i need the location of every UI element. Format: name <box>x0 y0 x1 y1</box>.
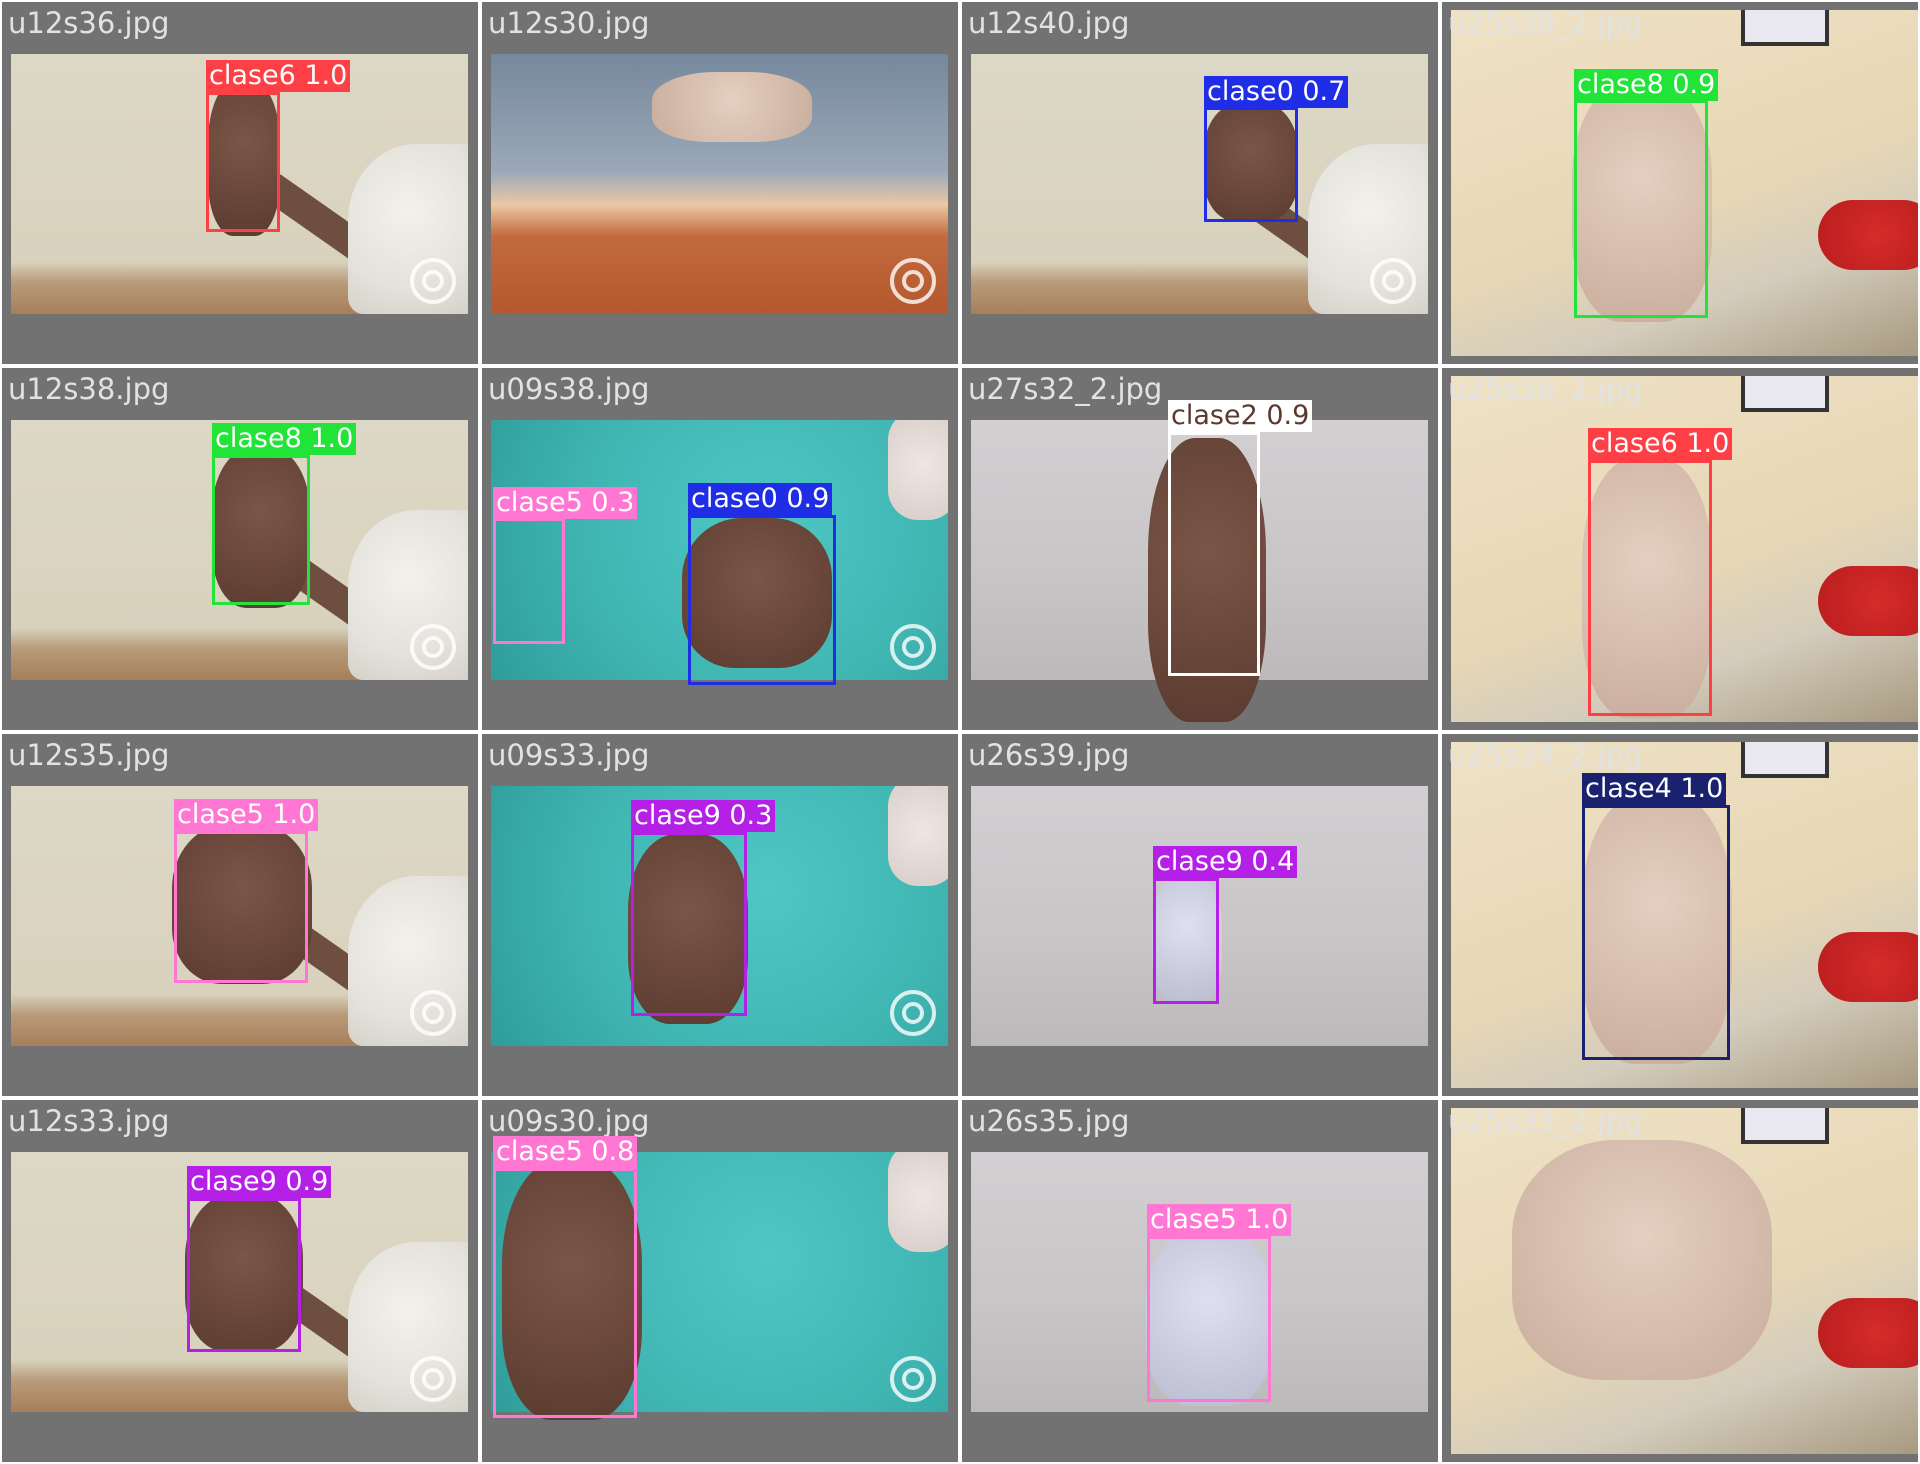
image-filename: u25s38_2.jpg <box>1448 6 1643 40</box>
detection-label: clase0 0.9 <box>688 483 833 515</box>
camera-watermark-icon <box>890 258 936 304</box>
image-filename: u25s33_2.jpg <box>1448 1104 1643 1138</box>
grid-cell: u25s38_2.jpg clase8 0.9 <box>1442 2 1918 364</box>
hand-shape <box>1204 102 1298 222</box>
pillow-shape <box>1818 932 1918 1002</box>
detection-box <box>493 1168 637 1418</box>
grid-cell: u12s35.jpg clase5 1.0 <box>2 734 478 1096</box>
hand-shape <box>628 834 748 1024</box>
grid-cell: u26s35.jpg clase5 1.0 <box>962 1100 1438 1462</box>
hand-shape <box>172 824 312 984</box>
grid-cell: u12s30.jpg <box>482 2 958 364</box>
pillow-shape <box>1818 566 1918 636</box>
detection-box <box>493 518 565 644</box>
grid-cell: u25s36_2.jpg clase6 1.0 <box>1442 368 1918 730</box>
detection-box <box>631 832 747 1016</box>
camera-watermark-icon <box>890 990 936 1036</box>
pillow-shape <box>888 786 948 886</box>
cell-photo <box>971 54 1428 314</box>
grid-cell: u25s33_2.jpg <box>1442 1100 1918 1462</box>
image-filename: u09s38.jpg <box>488 372 650 406</box>
detection-label: clase9 0.4 <box>1153 846 1298 878</box>
image-filename: u25s34_2.jpg <box>1448 738 1643 772</box>
detection-label: clase6 1.0 <box>1588 428 1733 460</box>
detection-label: clase5 1.0 <box>1147 1204 1292 1236</box>
hand-shape <box>1512 1140 1772 1380</box>
detection-box <box>1574 100 1708 318</box>
detection-box <box>174 831 308 983</box>
grid-cell: u09s38.jpg clase5 0.3 clase0 0.9 <box>482 368 958 730</box>
grid-cell: u12s40.jpg clase0 0.7 <box>962 2 1438 364</box>
image-filename: u09s30.jpg <box>488 1104 650 1138</box>
grid-cell: u12s38.jpg clase8 1.0 <box>2 368 478 730</box>
grid-cell: u27s32_2.jpg clase2 0.9 <box>962 368 1438 730</box>
detection-box <box>187 1198 301 1352</box>
grid-cell: u09s30.jpg clase5 0.8 <box>482 1100 958 1462</box>
detection-label: clase8 0.9 <box>1574 69 1719 101</box>
detection-label: clase0 0.7 <box>1204 76 1349 108</box>
grid-cell: u26s39.jpg clase9 0.4 <box>962 734 1438 1096</box>
grid-cell: u09s33.jpg clase9 0.3 <box>482 734 958 1096</box>
image-filename: u12s33.jpg <box>8 1104 170 1138</box>
detection-box <box>212 455 310 605</box>
detection-label: clase9 0.9 <box>187 1166 332 1198</box>
detection-label: clase5 1.0 <box>174 799 319 831</box>
pillow-shape <box>888 420 948 520</box>
grid-cell: u25s34_2.jpg clase4 1.0 <box>1442 734 1918 1096</box>
poster-shape <box>1741 742 1829 778</box>
detection-box <box>1588 460 1712 716</box>
hand-shape <box>212 448 310 608</box>
detection-box <box>1153 878 1219 1004</box>
detection-label: clase5 0.3 <box>493 487 638 519</box>
hand-shape <box>1582 458 1712 718</box>
image-filename: u12s36.jpg <box>8 6 170 40</box>
hand-shape <box>185 1194 303 1352</box>
poster-shape <box>1741 376 1829 412</box>
hand-shape <box>1572 82 1712 322</box>
detection-label: clase8 1.0 <box>212 423 357 455</box>
detection-box <box>1147 1236 1271 1402</box>
image-filename: u12s40.jpg <box>968 6 1130 40</box>
detection-label: clase6 1.0 <box>206 60 351 92</box>
hand-shape <box>652 72 812 142</box>
grid-cell: u12s33.jpg clase9 0.9 <box>2 1100 478 1462</box>
camera-watermark-icon <box>410 624 456 670</box>
detection-box <box>1582 805 1730 1060</box>
detection-box <box>1204 107 1298 222</box>
poster-shape <box>1741 1108 1829 1144</box>
image-filename: u26s39.jpg <box>968 738 1130 772</box>
detection-label: clase4 1.0 <box>1582 773 1727 805</box>
camera-watermark-icon <box>1370 258 1416 304</box>
pillow-shape <box>1818 1298 1918 1368</box>
image-filename: u12s38.jpg <box>8 372 170 406</box>
detection-label: clase2 0.9 <box>1168 400 1313 432</box>
hand-shape <box>1146 1230 1272 1406</box>
camera-watermark-icon <box>410 1356 456 1402</box>
image-filename: u27s32_2.jpg <box>968 372 1163 406</box>
detection-box <box>1168 432 1260 676</box>
pillow-shape <box>1818 200 1918 270</box>
hand-shape <box>1582 794 1732 1064</box>
image-filename: u25s36_2.jpg <box>1448 372 1643 406</box>
hand-shape <box>502 1160 642 1420</box>
detection-box <box>206 92 280 232</box>
hand-shape <box>682 518 832 668</box>
image-filename: u12s30.jpg <box>488 6 650 40</box>
hand-shape <box>1152 874 1222 1004</box>
image-filename: u26s35.jpg <box>968 1104 1130 1138</box>
hand-shape <box>208 80 280 236</box>
detection-label: clase9 0.3 <box>631 800 776 832</box>
grid-cell: u12s36.jpg clase6 1.0 <box>2 2 478 364</box>
camera-watermark-icon <box>410 258 456 304</box>
detection-label: clase5 0.8 <box>493 1136 638 1168</box>
image-filename: u09s33.jpg <box>488 738 650 772</box>
pillow-shape <box>888 1152 948 1252</box>
image-filename: u12s35.jpg <box>8 738 170 772</box>
poster-shape <box>1741 10 1829 46</box>
detection-box <box>688 515 836 685</box>
camera-watermark-icon <box>890 1356 936 1402</box>
camera-watermark-icon <box>890 624 936 670</box>
camera-watermark-icon <box>410 990 456 1036</box>
